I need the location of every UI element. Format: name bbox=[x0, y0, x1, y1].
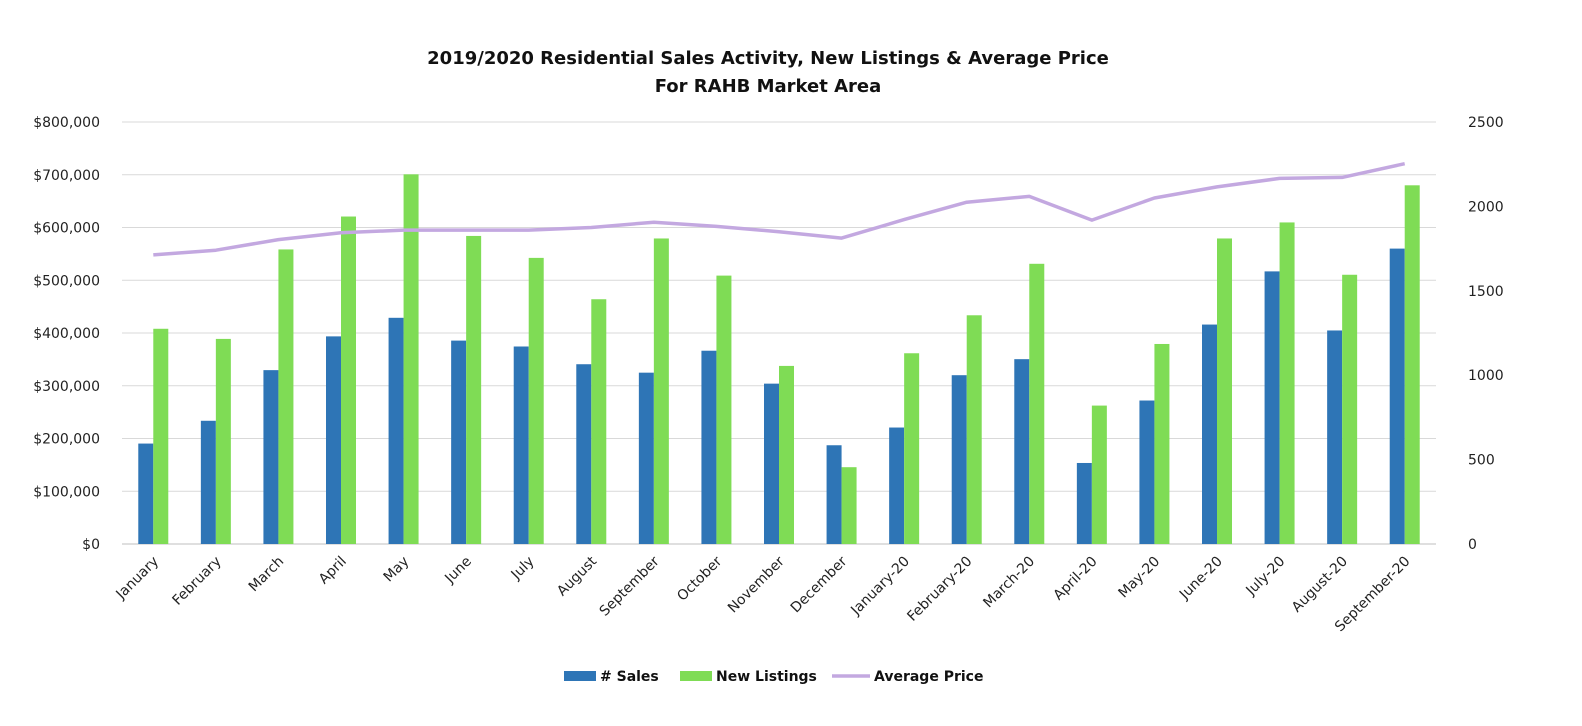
x-tick-label: May-20 bbox=[1115, 554, 1163, 602]
legend-label: Average Price bbox=[874, 669, 983, 685]
x-tick-label: March-20 bbox=[980, 554, 1038, 612]
listings-bar bbox=[1029, 263, 1045, 544]
sales-bar bbox=[1202, 324, 1217, 544]
x-tick-label: February-20 bbox=[904, 554, 975, 625]
x-tick-label: October bbox=[674, 553, 725, 604]
average-price-line bbox=[153, 161, 1406, 257]
listings-bar bbox=[841, 467, 857, 544]
left-tick-label: $300,000 bbox=[33, 379, 100, 395]
sales-bar bbox=[326, 336, 341, 544]
listings-bar bbox=[403, 174, 419, 544]
right-tick-label: 2000 bbox=[1468, 199, 1504, 215]
left-tick-label: $0 bbox=[82, 537, 100, 553]
legend-label: # Sales bbox=[600, 669, 659, 685]
sales-bar bbox=[451, 340, 467, 544]
left-tick-label: $200,000 bbox=[33, 432, 100, 448]
sales-bar bbox=[138, 443, 154, 544]
left-axis: $0 $100,000 $200,000 $300,000 $400,000 $500,0… bbox=[33, 115, 100, 553]
left-tick-label: $700,000 bbox=[33, 168, 100, 184]
x-tick-label: April-20 bbox=[1051, 554, 1101, 604]
bars bbox=[138, 174, 1420, 545]
sales-bar bbox=[701, 350, 717, 544]
sales-bar bbox=[951, 375, 967, 544]
left-tick-label: $800,000 bbox=[33, 115, 100, 131]
listings-bar bbox=[341, 216, 356, 544]
listings-bar bbox=[591, 299, 607, 544]
x-axis: January February March April May June July Augu… bbox=[113, 553, 1414, 635]
right-tick-label: 1500 bbox=[1468, 284, 1504, 300]
legend: # Sales New Listings Average Price bbox=[564, 669, 983, 685]
price-line bbox=[153, 161, 1406, 257]
legend-label: New Listings bbox=[716, 669, 817, 685]
right-tick-label: 0 bbox=[1468, 537, 1477, 553]
right-tick-label: 500 bbox=[1468, 453, 1495, 469]
sales-bar bbox=[826, 445, 842, 544]
sales-bar bbox=[1139, 400, 1155, 544]
sales-bar bbox=[263, 370, 279, 544]
sales-bar bbox=[638, 372, 654, 544]
x-tick-label: August-20 bbox=[1289, 554, 1351, 616]
listings-bar bbox=[904, 353, 920, 544]
x-tick-label: June bbox=[441, 554, 475, 588]
x-tick-label: July bbox=[508, 554, 538, 584]
right-tick-label: 1000 bbox=[1468, 368, 1504, 384]
x-tick-label: January bbox=[113, 554, 163, 604]
x-tick-label: July-20 bbox=[1243, 554, 1289, 600]
listings-bar bbox=[1342, 274, 1358, 544]
left-tick-label: $500,000 bbox=[33, 273, 100, 289]
listings-bar bbox=[278, 249, 294, 544]
right-tick-label: 2500 bbox=[1468, 115, 1504, 131]
sales-bar bbox=[576, 364, 592, 544]
x-tick-label: August bbox=[554, 553, 600, 599]
sales-bar bbox=[1264, 271, 1280, 544]
right-axis: 0 500 1000 1500 2000 2500 bbox=[1468, 115, 1504, 553]
listings-bar bbox=[1154, 343, 1170, 544]
listings-bar bbox=[466, 235, 482, 544]
x-tick-label: April bbox=[316, 554, 350, 588]
x-tick-label: January-20 bbox=[847, 554, 913, 620]
left-tick-label: $100,000 bbox=[33, 484, 100, 500]
x-tick-label: December bbox=[788, 553, 851, 616]
x-tick-label: September bbox=[597, 553, 663, 619]
listings-bar bbox=[716, 275, 732, 544]
listings-bar bbox=[528, 257, 544, 544]
sales-bar bbox=[889, 427, 905, 544]
sales-bar bbox=[200, 420, 216, 544]
chart-title: 2019/2020 Residential Sales Activity, Ne… bbox=[427, 48, 1109, 69]
chart-subtitle: For RAHB Market Area bbox=[655, 76, 882, 97]
x-tick-label: November bbox=[725, 553, 788, 616]
sales-bar bbox=[1327, 330, 1343, 544]
listings-bar bbox=[1279, 222, 1295, 544]
sales-bar bbox=[1014, 359, 1030, 544]
listings-bar bbox=[779, 365, 794, 544]
legend-swatch bbox=[564, 671, 596, 681]
left-tick-label: $400,000 bbox=[33, 326, 100, 342]
sales-bar bbox=[513, 346, 529, 544]
listings-bar bbox=[1404, 185, 1420, 545]
listings-bar bbox=[1091, 405, 1107, 544]
left-tick-label: $600,000 bbox=[33, 221, 100, 237]
sales-bar bbox=[764, 383, 779, 544]
sales-bar bbox=[1389, 248, 1405, 544]
x-tick-label: March bbox=[246, 554, 287, 595]
listings-bar bbox=[215, 338, 231, 544]
listings-bar bbox=[153, 328, 169, 544]
listings-bar bbox=[1217, 238, 1232, 545]
listings-bar bbox=[653, 238, 669, 545]
sales-bar bbox=[1076, 462, 1092, 544]
x-tick-label: February bbox=[169, 554, 224, 609]
legend-swatch bbox=[680, 671, 712, 681]
sales-bar bbox=[388, 317, 404, 544]
x-tick-label: June-20 bbox=[1176, 554, 1226, 604]
listings-bar bbox=[966, 315, 982, 544]
x-tick-label: May bbox=[381, 554, 413, 586]
